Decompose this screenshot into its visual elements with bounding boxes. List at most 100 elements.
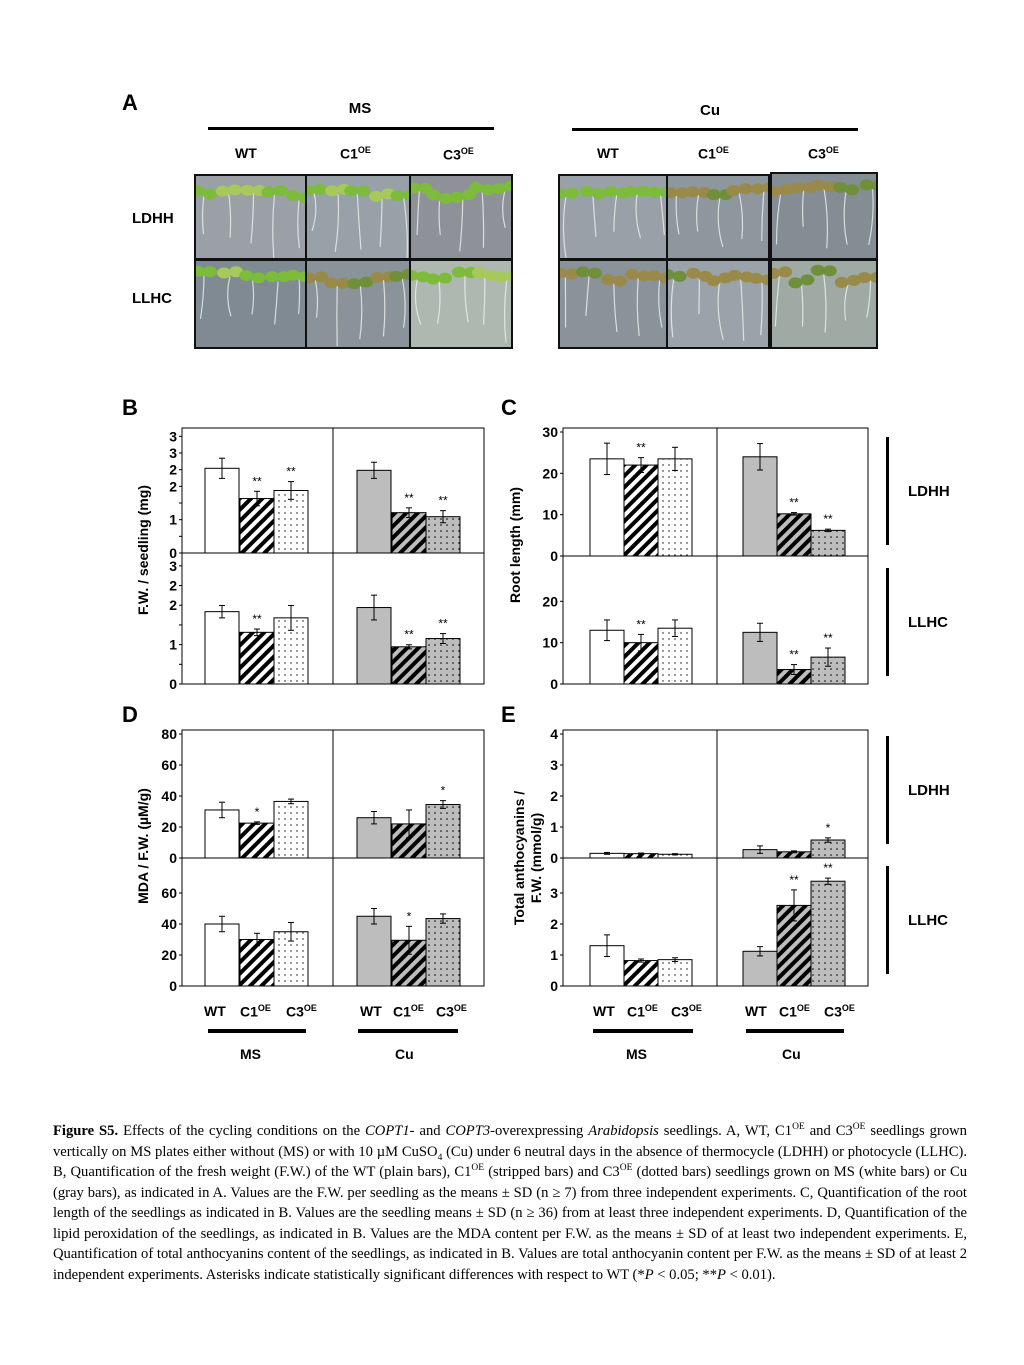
side-label-c-ldhh: LDHH <box>908 483 950 500</box>
caption-gene: COPT1 <box>365 1123 410 1139</box>
y-tick-label: 3 <box>550 757 558 773</box>
caption-text: - and <box>409 1123 446 1139</box>
caption-sup: OE <box>471 1163 485 1174</box>
seedling-photo <box>194 259 307 349</box>
row-label-ldhh: LDHH <box>132 210 174 227</box>
x-label-d-cu-c3: C3OE <box>436 1003 467 1020</box>
caption-gene: COPT3 <box>445 1123 491 1139</box>
y-tick-label: 0 <box>550 676 558 692</box>
caption-text: -overexpressing <box>490 1123 589 1139</box>
significance-marker: ** <box>823 512 833 526</box>
y-tick-label: 0 <box>169 850 177 866</box>
bar-d-cu-0 <box>356 817 392 859</box>
caption-text: Effects of the cycling conditions on the <box>118 1123 366 1139</box>
significance-marker: ** <box>823 861 833 875</box>
significance-marker: * <box>441 784 446 798</box>
y-tick-label: 80 <box>161 726 177 742</box>
x-group-label-d-cu: Cu <box>395 1046 414 1062</box>
seedling-photo <box>558 259 668 349</box>
bar-e-ms-2 <box>657 959 693 987</box>
y-tick-label: 20 <box>542 593 558 609</box>
x-group-label-d-ms: MS <box>240 1046 261 1062</box>
y-tick-label: 2 <box>550 916 558 932</box>
bar-c-cu-1 <box>776 513 812 557</box>
bar-b-cu-1 <box>391 646 427 685</box>
y-tick-label: 2 <box>169 478 177 494</box>
y-tick-label: 10 <box>542 635 558 651</box>
y-tick-label: 30 <box>542 424 558 440</box>
significance-marker: * <box>255 805 260 819</box>
bar-b-cu-0 <box>356 469 392 554</box>
caption-text: (dotted bars) seedlings grown on MS (whi… <box>53 1164 967 1283</box>
caption-text: < 0.01). <box>725 1266 776 1283</box>
y-tick-label: 1 <box>169 637 177 653</box>
group-header-cu: Cu <box>700 102 720 119</box>
bar-e-ms-1 <box>623 960 659 987</box>
bar-d-cu-0 <box>356 915 392 987</box>
bar-b-ms-0 <box>204 611 240 685</box>
y-tick-label: 0 <box>169 676 177 692</box>
bracket-c-ldhh <box>886 437 889 545</box>
group-header-ms: MS <box>348 100 372 117</box>
y-tick-label: 1 <box>550 947 558 963</box>
caption-text: seedlings grown vertically on MS plates … <box>53 1123 967 1160</box>
bracket-e-ldhh <box>886 736 889 844</box>
y-tick-label: 3 <box>169 428 177 444</box>
caption-sub: 4 <box>437 1152 443 1163</box>
caption-text: (Cu) under 6 neutral days in the absence… <box>53 1143 968 1181</box>
bar-d-cu-2 <box>425 918 461 987</box>
significance-marker: ** <box>789 648 799 662</box>
y-tick-label: 40 <box>161 916 177 932</box>
bar-d-ms-1 <box>239 822 275 859</box>
seedling-photo <box>666 259 770 349</box>
panel-a-label: A <box>122 90 138 115</box>
row-label-llhc: LLHC <box>132 290 172 307</box>
x-label-e-cu-c3: C3OE <box>824 1003 855 1020</box>
bracket-c-llhc <box>886 568 889 676</box>
bar-c-ms-2 <box>657 458 693 557</box>
significance-marker: ** <box>789 873 799 887</box>
group-underline-ms <box>208 127 494 130</box>
panel-b-label: B <box>122 395 138 420</box>
significance-marker: ** <box>252 474 262 488</box>
significance-marker: ** <box>789 496 799 510</box>
bar-e-cu-2 <box>810 839 846 859</box>
panel-c-label: C <box>501 395 517 420</box>
bar-c-ms-1 <box>623 464 659 557</box>
bar-c-cu-0 <box>742 456 778 557</box>
caption-text: (stripped bars) and C3 <box>484 1164 620 1180</box>
caption-species: Arabidopsis <box>588 1123 659 1139</box>
caption-text: and C3 <box>804 1123 853 1139</box>
y-tick-label: 20 <box>161 947 177 963</box>
bar-e-cu-0 <box>742 950 778 987</box>
seedling-photo <box>770 172 878 260</box>
x-group-label-e-ms: MS <box>626 1046 647 1062</box>
y-tick-label: 2 <box>550 788 558 804</box>
seedling-photo <box>666 174 770 260</box>
x-group-label-e-cu: Cu <box>782 1046 801 1062</box>
panel-d-label: D <box>122 702 138 727</box>
caption-text: seedlings. A, WT, C1 <box>658 1123 793 1139</box>
x-label-d-ms-c1: C1OE <box>240 1003 271 1020</box>
figure-caption: Figure S5. Effects of the cycling condit… <box>53 1121 967 1285</box>
bar-d-cu-2 <box>425 804 461 859</box>
y-axis-label-e: Total anthocyanins /F.W. (mmol/g) <box>511 791 544 925</box>
side-label-e-llhc: LLHC <box>908 912 948 929</box>
seedling-photo <box>409 259 513 349</box>
y-axis-label-d: MDA / F.W. (µM/g) <box>135 788 151 904</box>
x-label-e-cu-wt: WT <box>745 1003 767 1019</box>
y-tick-label: 2 <box>169 462 177 478</box>
caption-sup: OE <box>619 1163 633 1174</box>
y-tick-label: 20 <box>161 819 177 835</box>
significance-marker: ** <box>252 612 262 626</box>
significance-marker: ** <box>438 494 448 508</box>
significance-marker: ** <box>636 617 646 631</box>
bar-d-ms-0 <box>204 923 240 987</box>
seedling-photo <box>194 174 307 260</box>
bar-e-cu-2 <box>810 880 846 987</box>
y-axis-label-c: Root length (mm) <box>507 487 523 603</box>
bar-b-ms-0 <box>204 467 240 554</box>
genotype-label-cu-wt: WT <box>597 145 619 161</box>
y-axis-label-b: F.W. / seedling (mg) <box>135 485 151 615</box>
x-group-bar-e-cu <box>746 1029 844 1033</box>
